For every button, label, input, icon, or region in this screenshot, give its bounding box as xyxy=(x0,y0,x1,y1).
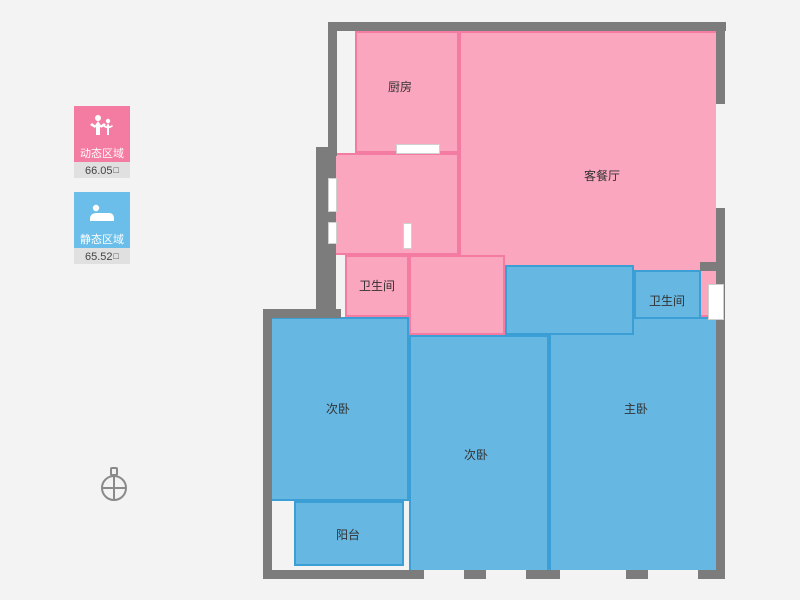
door-sill xyxy=(328,222,337,244)
people-icon xyxy=(74,106,130,146)
room-bed2b xyxy=(409,335,549,575)
room-corridor xyxy=(409,255,505,335)
floor-plan-canvas: { "canvas": { "width": 800, "height": 60… xyxy=(0,0,800,600)
wall xyxy=(700,262,722,271)
wall-opening xyxy=(716,104,725,208)
door-sill xyxy=(328,178,337,212)
rest-icon xyxy=(74,192,130,232)
room-master-nk xyxy=(505,265,634,335)
room-kitchen xyxy=(355,31,459,153)
legend-dynamic: 动态区域 66.05 xyxy=(74,106,130,178)
legend-static-value: 65.52 xyxy=(74,248,130,264)
door-sill xyxy=(403,223,412,249)
room-bed2a xyxy=(269,317,409,501)
wall-opening xyxy=(486,570,526,579)
legend-static-label: 静态区域 xyxy=(74,232,130,248)
door-sill xyxy=(396,144,440,154)
legend-dynamic-label: 动态区域 xyxy=(74,146,130,162)
room-balcony xyxy=(294,501,404,566)
wall xyxy=(263,309,272,573)
wall xyxy=(328,22,726,31)
wall-opening xyxy=(424,570,464,579)
room-hallway xyxy=(322,153,459,255)
legend-static: 静态区域 65.52 xyxy=(74,192,130,264)
room-wc1 xyxy=(345,255,409,317)
compass-icon xyxy=(94,466,134,506)
wall xyxy=(328,22,337,156)
wall-opening xyxy=(560,570,626,579)
door-sill xyxy=(708,284,724,320)
room-master xyxy=(549,317,721,575)
legend-dynamic-value: 66.05 xyxy=(74,162,130,178)
wall-opening xyxy=(648,570,698,579)
